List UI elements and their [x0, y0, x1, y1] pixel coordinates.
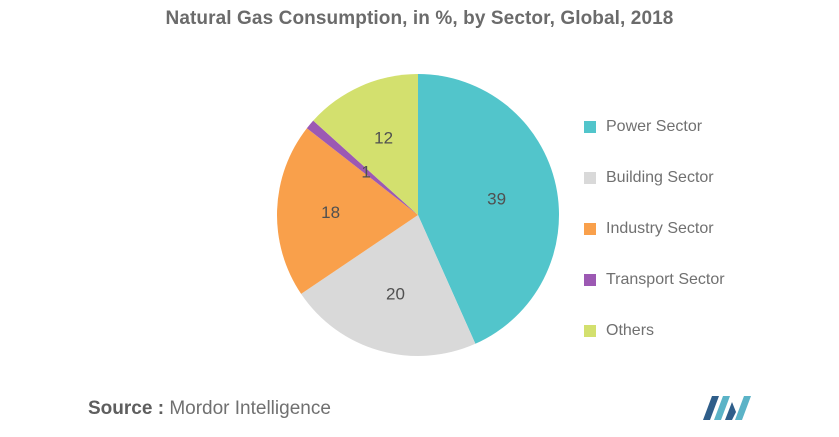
- pie-slice-power-sector: [418, 74, 559, 344]
- legend-label: Others: [606, 321, 655, 339]
- pie-data-label: 18: [321, 203, 340, 222]
- legend-swatch: [584, 120, 596, 133]
- legend-item: Power Sector: [584, 101, 725, 152]
- pie-slices: [277, 74, 559, 356]
- pie-slice-building-sector: [301, 215, 476, 356]
- legend-label: Building Sector: [606, 168, 714, 186]
- legend-item: Others: [584, 305, 725, 356]
- legend-label: Transport Sector: [606, 270, 725, 288]
- pie-data-label: 1: [361, 162, 370, 181]
- source-note: Source : Mordor Intelligence: [88, 398, 331, 420]
- legend-swatch: [584, 171, 596, 184]
- legend-swatch: [584, 324, 596, 337]
- legend-item: Industry Sector: [584, 203, 725, 254]
- mordor-intelligence-logo-icon: [703, 396, 751, 420]
- pie-slice-transport-sector: [306, 120, 418, 215]
- legend-item: Transport Sector: [584, 254, 725, 305]
- pie-data-label: 12: [374, 129, 393, 148]
- legend-label: Industry Sector: [606, 219, 714, 237]
- pie-slice-industry-sector: [277, 128, 418, 294]
- chart-title: Natural Gas Consumption, in %, by Sector…: [165, 8, 674, 29]
- source-text: Mordor Intelligence: [169, 398, 331, 419]
- legend-item: Building Sector: [584, 152, 725, 203]
- legend-swatch: [584, 273, 596, 286]
- pie-slice-others: [313, 74, 418, 215]
- pie-data-label: 20: [386, 285, 405, 304]
- legend-label: Power Sector: [606, 117, 703, 135]
- source-label: Source :: [88, 398, 165, 419]
- chart-legend: Power Sector Building Sector Industry Sect…: [584, 101, 725, 356]
- pie-data-labels: 39 20 18 112: [321, 129, 506, 304]
- pie-data-label: 39: [487, 189, 506, 208]
- legend-swatch: [584, 222, 596, 235]
